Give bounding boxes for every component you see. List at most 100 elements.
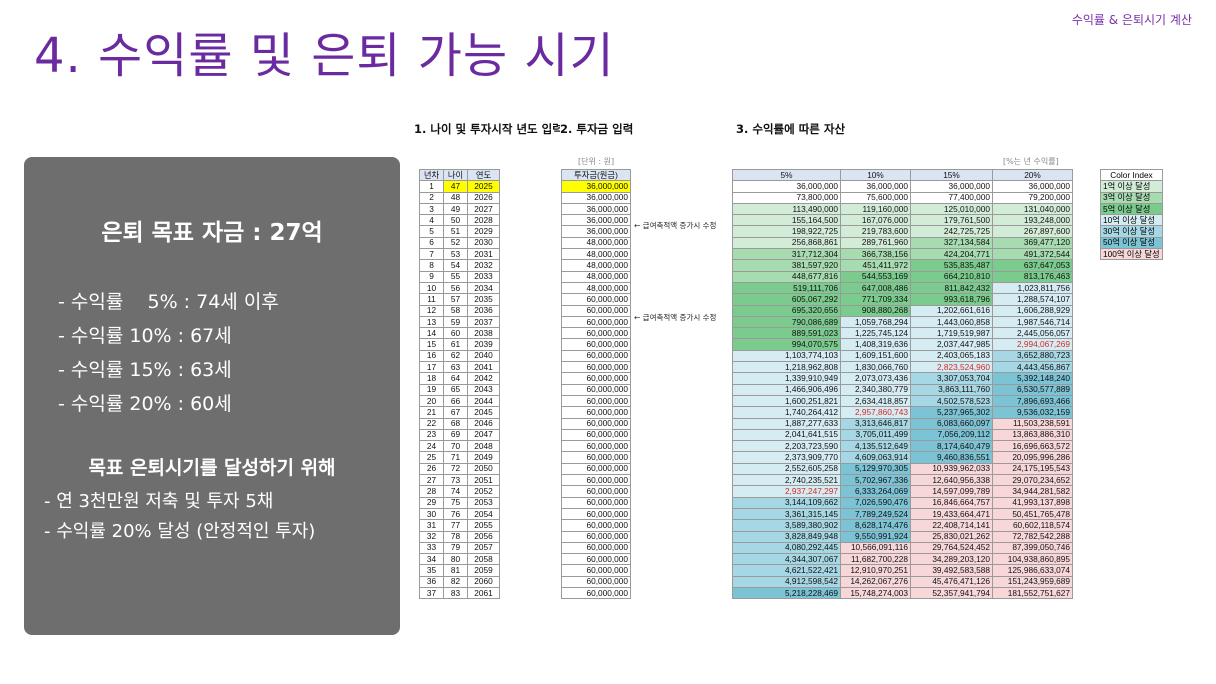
asset-cell: 7,789,249,524 — [840, 507, 911, 521]
legend-row: 3억 이상 달성 — [1100, 191, 1163, 204]
asset-cell: 424,204,771 — [910, 248, 993, 261]
principal-cell: 60,000,000 — [561, 338, 631, 351]
table-cell: 10 — [419, 281, 444, 295]
table-cell: 54 — [443, 259, 468, 272]
asset-cell: 4,080,292,445 — [732, 541, 841, 555]
principal-cell: 60,000,000 — [561, 541, 631, 555]
principal-cell: 60,000,000 — [561, 496, 631, 509]
asset-cell: 3,361,315,145 — [732, 507, 841, 521]
table-row: 3,828,849,948 9,550,991,924 25,830,021,262… — [732, 530, 1073, 543]
principal-cell: 60,000,000 — [561, 304, 631, 317]
asset-cell: 491,372,544 — [992, 248, 1073, 261]
table-cell: 2052 — [467, 485, 500, 498]
asset-cell: 267,897,600 — [992, 225, 1073, 238]
table-row: 60,000,000 — [561, 327, 631, 340]
asset-cell: 1,987,546,714 — [992, 315, 1073, 329]
principal-cell: 60,000,000 — [561, 428, 631, 442]
table-row: 32 78 2056 — [419, 530, 500, 543]
table-cell: 18 — [419, 372, 444, 385]
asset-cell: 10,566,091,116 — [840, 541, 911, 555]
table-cell: 25 — [419, 451, 444, 464]
asset-cell: 2,041,641,515 — [732, 428, 841, 442]
principal-table: 투자금(원금) 36,000,000 36,000,000 36,000,000 36,… — [561, 168, 631, 600]
table-cell: 33 — [419, 541, 444, 555]
asset-cell: 2,203,723,590 — [732, 440, 841, 453]
table-row: 10 56 2034 — [419, 281, 500, 295]
table-cell: 2038 — [467, 327, 500, 340]
asset-cell: 45,476,471,126 — [910, 575, 993, 588]
asset-cell: 14,597,099,789 — [910, 485, 993, 498]
asset-cell: 60,602,118,574 — [992, 519, 1073, 532]
asset-cell: 193,248,000 — [992, 214, 1073, 227]
asset-cell: 125,010,000 — [910, 202, 993, 216]
table-row: 3,144,109,662 7,026,590,476 16,846,664,757… — [732, 496, 1073, 509]
table-cell: 8 — [419, 259, 444, 272]
asset-cell: 889,591,023 — [732, 327, 841, 340]
rate-item: - 수익률 10% : 67세 — [58, 325, 232, 347]
principal-cell: 60,000,000 — [561, 530, 631, 543]
asset-cell: 3,705,011,499 — [840, 428, 911, 442]
page-title: 4. 수익률 및 은퇴 가능 시기 — [34, 28, 615, 84]
asset-cell: 77,400,000 — [910, 191, 993, 204]
table-cell: 2034 — [467, 281, 500, 295]
asset-cell: 181,552,751,627 — [992, 586, 1073, 600]
table-row: 5,218,228,469 15,748,274,003 52,357,941,79… — [732, 586, 1073, 600]
table-row: 8 54 2032 — [419, 259, 500, 272]
asset-cell: 9,536,032,159 — [992, 406, 1073, 419]
table-cell: 2049 — [467, 451, 500, 464]
table-cell: 2047 — [467, 428, 500, 442]
asset-cell: 5,218,228,469 — [732, 586, 841, 600]
table-row: 26 72 2050 — [419, 462, 500, 476]
table-header-row: 투자금(원금) — [561, 168, 631, 182]
asset-cell: 19,433,664,471 — [910, 507, 993, 521]
strategy-item: - 연 3천만원 저축 및 투자 5채 — [44, 491, 274, 512]
table-row: 6 52 2030 — [419, 236, 500, 250]
legend-row: 30억 이상 달성 — [1100, 225, 1163, 238]
table-row: 36,000,000 — [561, 202, 631, 216]
asset-cell: 2,340,380,779 — [840, 383, 911, 396]
table-cell: 61 — [443, 338, 468, 351]
unit-label-rate: [%는 년 수익률] — [1003, 157, 1059, 166]
table-cell: 2032 — [467, 259, 500, 272]
asset-cell: 151,243,959,689 — [992, 575, 1073, 588]
asset-cell: 3,652,880,723 — [992, 349, 1073, 363]
table-cell: 2054 — [467, 507, 500, 521]
table-cell: 2037 — [467, 315, 500, 329]
table-cell: 2041 — [467, 361, 500, 374]
table-cell: 2027 — [467, 202, 500, 216]
asset-cell: 5,237,965,302 — [910, 406, 993, 419]
table-row: 31 77 2055 — [419, 519, 500, 532]
principal-cell: 48,000,000 — [561, 248, 631, 261]
table-cell: 31 — [419, 519, 444, 532]
asset-cell: 104,938,860,895 — [992, 553, 1073, 566]
table-row: 2,740,235,521 5,702,967,336 12,640,956,338… — [732, 474, 1073, 487]
legend-item: 50억 이상 달성 — [1100, 236, 1163, 250]
table-cell: 77 — [443, 519, 468, 532]
principal-cell: 60,000,000 — [561, 519, 631, 532]
table-row: 15 61 2039 — [419, 338, 500, 351]
asset-cell: 3,863,111,760 — [910, 383, 993, 396]
legend-item: 30억 이상 달성 — [1100, 225, 1163, 238]
table-row: 60,000,000 — [561, 541, 631, 555]
table-row: 448,677,816 544,553,169 664,210,810 813,176… — [732, 270, 1073, 283]
principal-cell: 48,000,000 — [561, 236, 631, 250]
table-row: 4,912,598,542 14,262,067,276 45,476,471,12… — [732, 575, 1073, 588]
table-row: 60,000,000 — [561, 394, 631, 408]
asset-cell: 1,288,574,107 — [992, 293, 1073, 306]
table-cell: 2039 — [467, 338, 500, 351]
table-row: 60,000,000 — [561, 428, 631, 442]
asset-cell: 22,408,714,141 — [910, 519, 993, 532]
principal-cell: 60,000,000 — [561, 440, 631, 453]
principal-cell: 36,000,000 — [561, 214, 631, 227]
asset-cell: 6,083,660,097 — [910, 417, 993, 430]
table-row: 1 47 2025 — [419, 180, 500, 193]
asset-cell: 20,095,996,286 — [992, 451, 1073, 464]
table-row: 60,000,000 — [561, 496, 631, 509]
legend-item: 1억 이상 달성 — [1100, 180, 1163, 193]
table-cell: 47 — [443, 180, 468, 193]
legend-item: 100억 이상 달성 — [1100, 248, 1163, 261]
column-header: 20% — [992, 168, 1073, 182]
asset-cell: 1,719,519,987 — [910, 327, 993, 340]
table-cell: 2033 — [467, 270, 500, 283]
asset-cell: 327,134,584 — [910, 236, 993, 250]
